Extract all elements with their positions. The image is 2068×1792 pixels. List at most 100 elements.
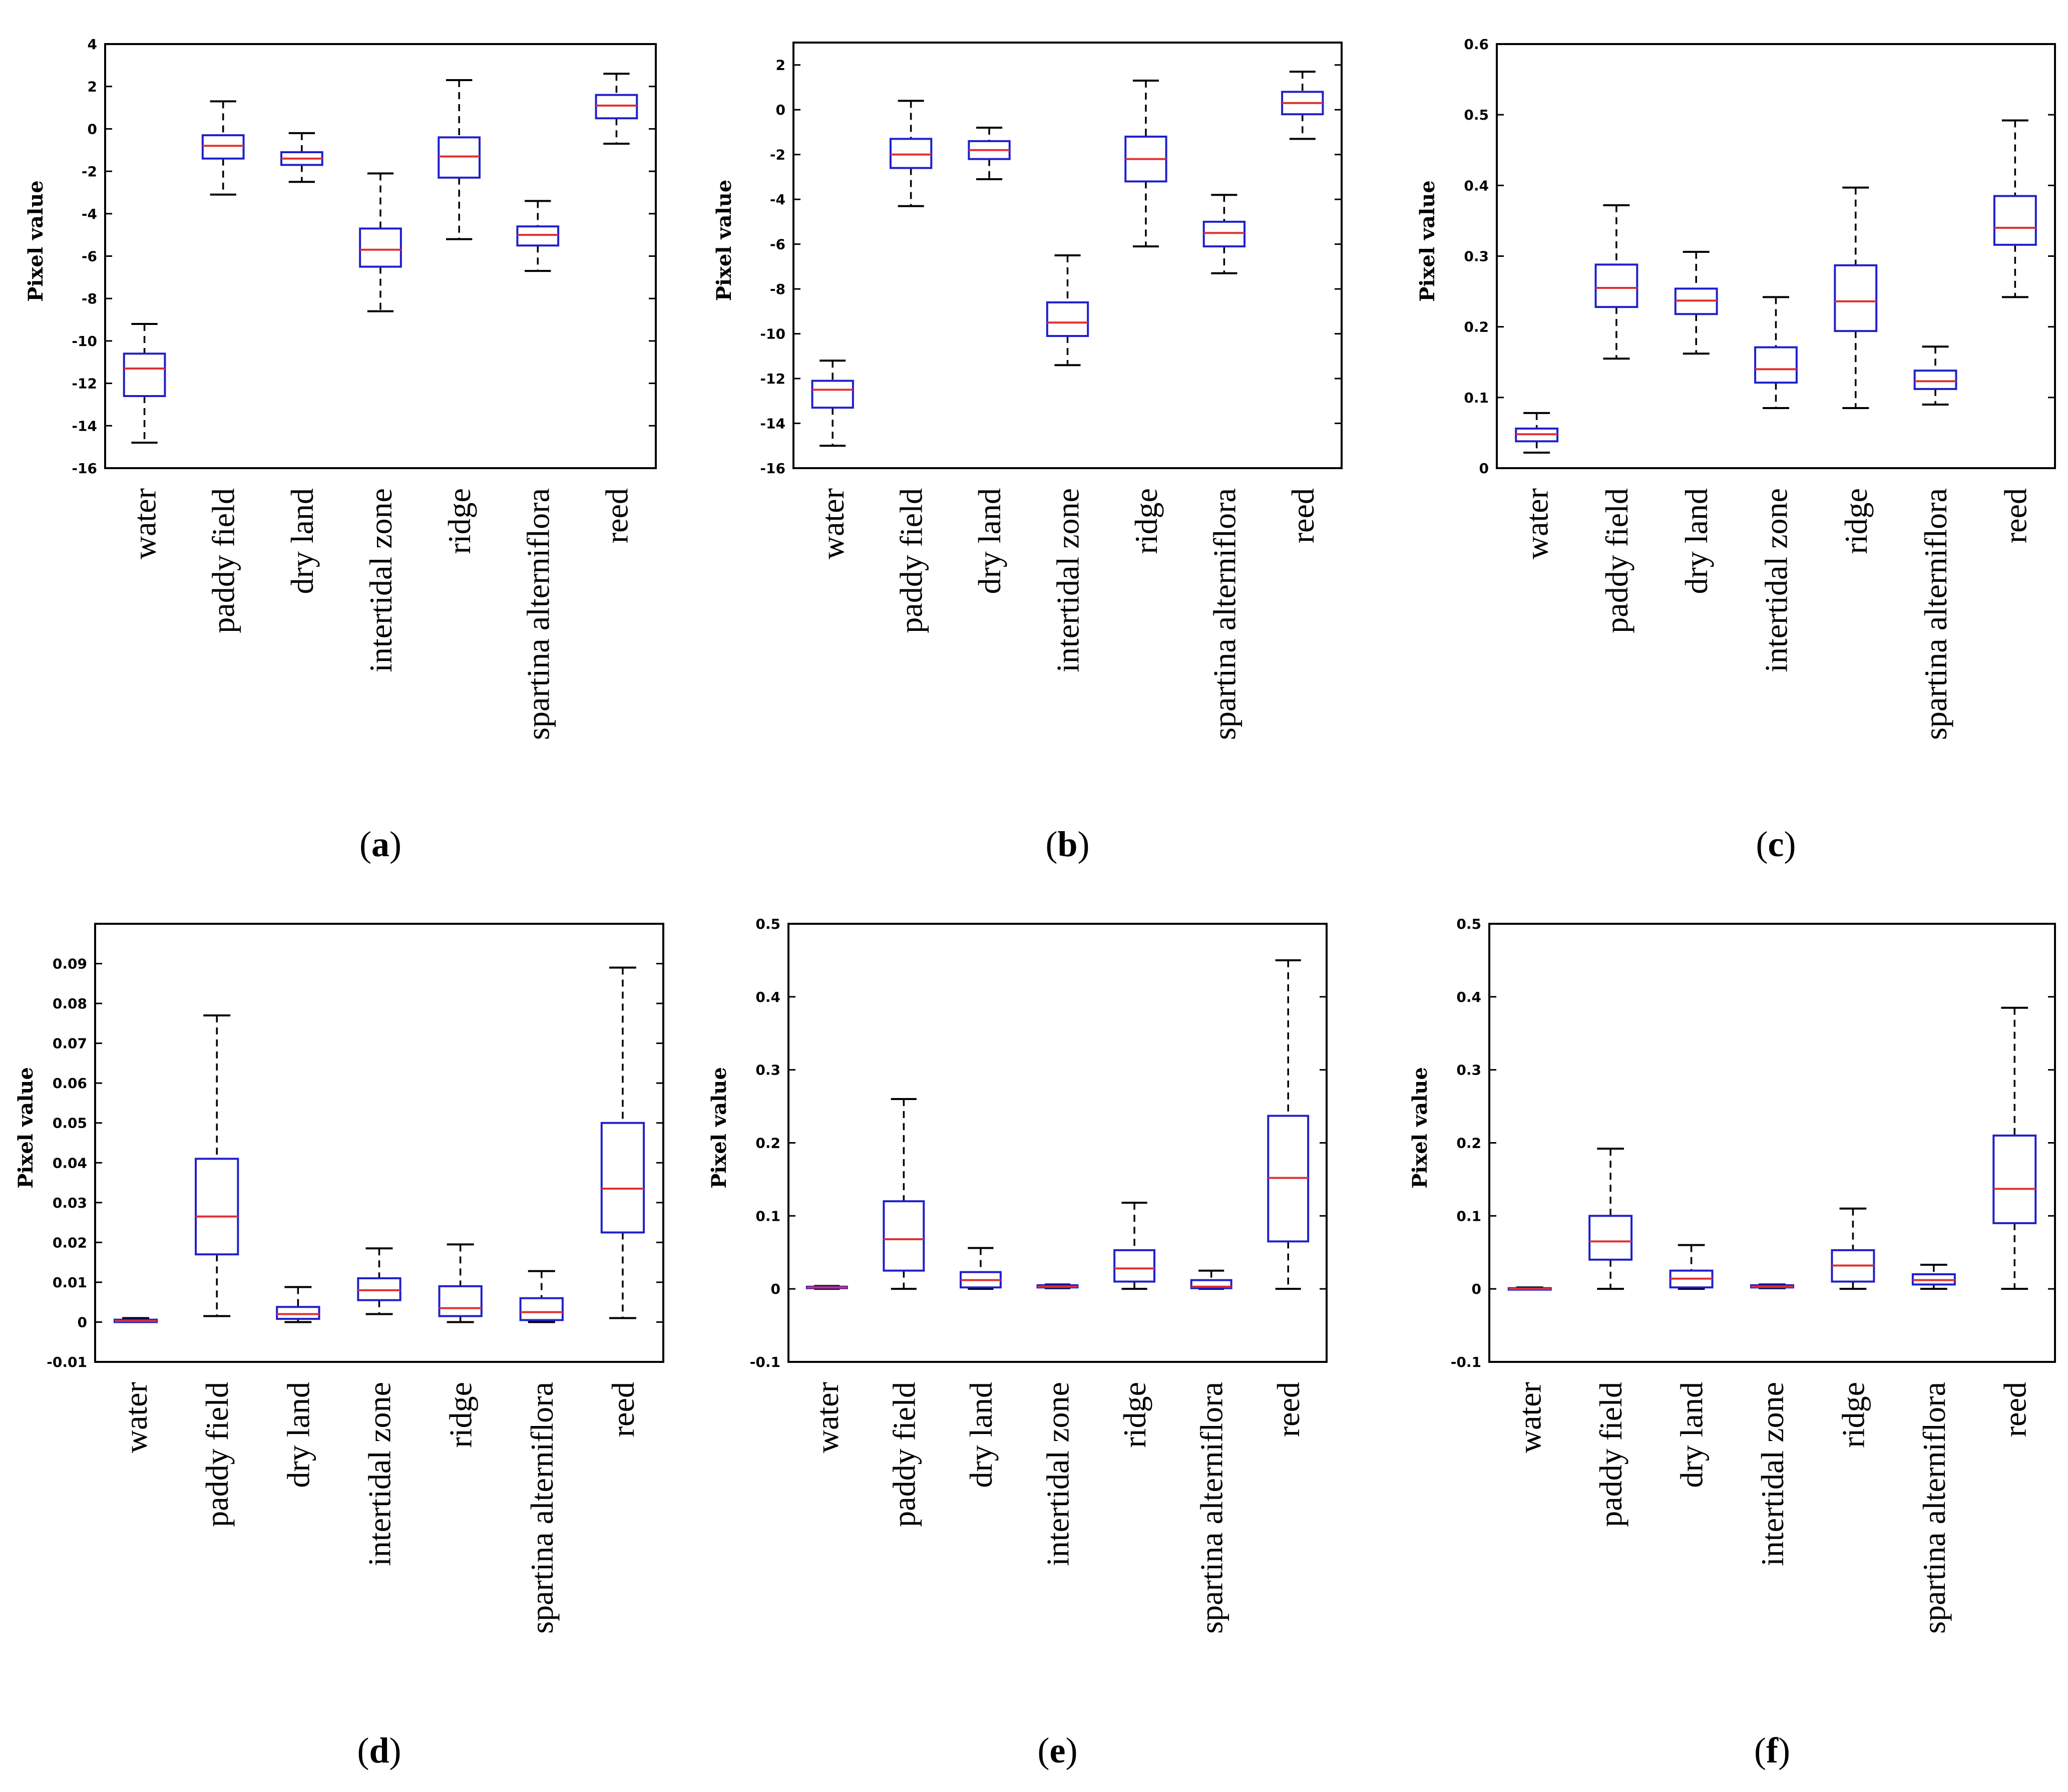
x-category-label: reed [1997,1382,2032,1437]
iqr-box [1754,346,1798,384]
box-ridge [1834,186,1878,410]
y-tick-label: -16 [760,460,785,477]
box-water [1515,412,1559,454]
x-category-label: ridge [443,1382,479,1448]
y-axis-label: Pixel value [712,180,736,301]
y-tick-label: -6 [82,248,97,265]
box-intertidal-zone [357,1247,401,1315]
iqr-box [600,1122,645,1234]
box-water [1507,1286,1552,1291]
iqr-box [811,380,854,409]
x-category-label: dry land [284,488,320,594]
x-category-label: water [118,1382,154,1453]
x-category-label: paddy field [206,488,241,633]
x-category-label: intertidal zone [362,1382,397,1566]
y-tick-label: 0.5 [755,916,780,932]
iqr-box [1992,1134,2037,1224]
box-water [811,360,854,447]
panel-label-open-paren: ( [1045,824,1057,864]
panel-label-open-paren: ( [1038,1730,1050,1770]
y-axis-label: Pixel value [707,1067,731,1189]
box-water [123,323,166,444]
y-tick-label: 0.3 [1456,1062,1481,1079]
y-tick-label: 0 [1479,460,1489,477]
y-tick-label: -6 [770,236,785,253]
y-tick-label: 0.4 [1456,989,1481,1005]
y-axis-label: Pixel value [1416,180,1439,302]
box-intertidal-zone [1750,1283,1794,1289]
box-reed [1267,959,1310,1290]
x-category-label: dry land [280,1382,316,1488]
iqr-box [516,225,560,247]
iqr-box [1113,1249,1155,1283]
y-tick-label: 0.4 [1464,177,1489,194]
y-tick-label: 0.1 [1456,1208,1481,1224]
y-tick-label: -4 [770,191,785,208]
box-dry-land [1674,251,1718,355]
iqr-box [1594,263,1638,308]
x-category-label: paddy field [894,488,929,633]
y-axis-label: Pixel value [24,180,48,302]
y-tick-label: -8 [82,290,97,307]
axes-frame [1496,43,2056,469]
y-tick-label: -0.1 [1451,1354,1481,1370]
iqr-box [1202,220,1246,248]
y-tick-label: 2 [88,79,97,95]
y-tick-label: -0.01 [47,1354,87,1370]
axes-frame [787,923,1328,1363]
x-category-label: paddy field [1593,1382,1628,1527]
y-axis-label: Pixel value [14,1067,38,1189]
box-spartina-alterniflora [1202,194,1246,274]
y-tick-label: -10 [72,333,97,349]
panel-label-close-paren: ) [389,824,401,864]
y-tick-label: -12 [760,371,785,387]
iqr-box [595,94,638,120]
box-spartina-alterniflora [1190,1269,1232,1290]
box-paddy-field [1588,1148,1633,1290]
x-category-label: spartina alterniflora [1206,488,1242,740]
y-tick-label: 0 [776,102,785,118]
box-reed [1992,1006,2037,1290]
y-tick-label: -2 [82,163,97,180]
box-intertidal-zone [359,172,402,312]
y-tick-label: -0.1 [750,1354,780,1370]
box-paddy-field [889,100,933,207]
y-tick-label: 2 [776,57,785,74]
panel-label-open-paren: ( [1756,824,1768,864]
x-category-label: water [127,488,163,559]
panel-label-letter: f [1766,1730,1779,1770]
chart-panel-d: -0.01 0 0.01 0.02 0.03 0.04 0.05 0.06 0.07 0.08 0.… [14,923,664,1770]
panel-label-open-paren: ( [357,1730,369,1770]
box-ridge [1113,1202,1155,1290]
iqr-box [1993,195,2037,246]
panel-label-close-paren: ) [1065,1730,1077,1770]
box-paddy-field [883,1098,925,1290]
x-category-label: spartina alterniflora [1194,1382,1229,1634]
x-category-label: ridge [442,488,477,554]
y-tick-label: -16 [72,460,97,477]
iqr-box [438,136,481,179]
y-tick-label: -4 [82,206,97,222]
iqr-box [1190,1279,1232,1289]
y-tick-label: 0 [771,1281,780,1297]
x-category-label: intertidal zone [1755,1382,1790,1566]
iqr-box [1588,1215,1633,1261]
panel-label-letter: b [1057,824,1077,864]
panel-label-close-paren: ) [1778,1730,1790,1770]
box-ridge [1831,1207,1875,1290]
box-spartina-alterniflora [516,200,560,272]
panel-label-close-paren: ) [1078,824,1090,864]
y-tick-label: 0.4 [755,989,780,1005]
panel-label: (e) [1038,1730,1078,1770]
panel-label-open-paren: ( [359,824,371,864]
box-intertidal-zone [1046,254,1089,367]
y-tick-label: 4 [88,36,97,53]
y-tick-label: 0.2 [1456,1135,1481,1152]
panel-label: (c) [1756,824,1796,864]
y-tick-label: 0.06 [53,1075,87,1092]
chart-panel-f: -0.1 0 0.1 0.2 0.3 0.4 0.5 Pixel value water padd… [1408,916,2056,1770]
axes-frame [1488,923,2056,1363]
box-ridge [438,79,481,240]
x-category-label: dry land [963,1382,999,1488]
y-tick-label: 0.1 [1464,390,1489,406]
